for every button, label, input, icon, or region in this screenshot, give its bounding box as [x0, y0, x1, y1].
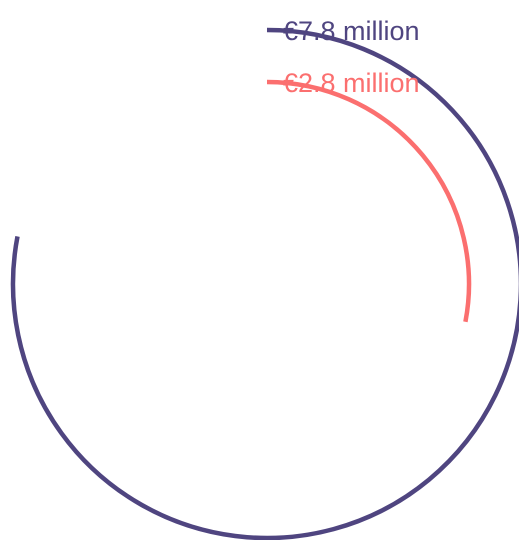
label-series-1: €2.8 million: [283, 68, 420, 98]
arc-series-0: [10, 27, 519, 540]
label-series-0: €7.8 million: [283, 16, 420, 46]
arc-series-1: [266, 79, 472, 323]
